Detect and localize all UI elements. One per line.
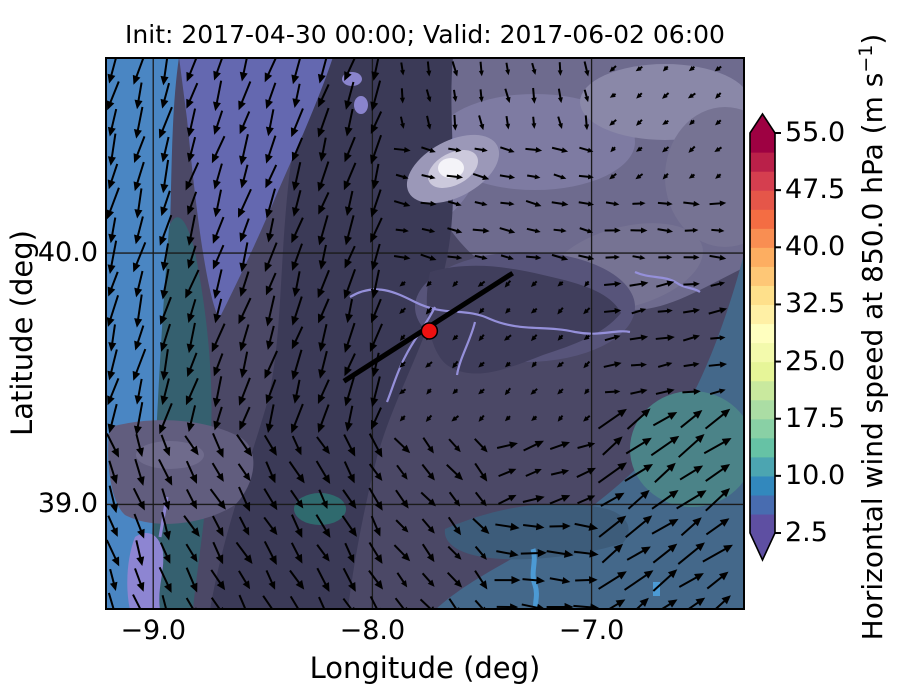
x-tick-label: −8.0 (339, 615, 406, 646)
colorbar-tick-label: 40.0 (785, 231, 846, 263)
x-tick-label: −7.0 (558, 615, 625, 646)
map-plot-area (105, 57, 745, 610)
colorbar-label: Horizontal wind speed at 850.0 hPa (m s−… (855, 34, 889, 641)
wind-quiver-arrows (105, 57, 733, 610)
river-line (455, 321, 477, 376)
colorbar-tick-label: 10.0 (785, 459, 846, 491)
axes-border (105, 57, 745, 610)
contour-river-basin (426, 265, 621, 374)
location-marker-dot (420, 322, 439, 340)
x-tick-label: −9.0 (120, 615, 186, 646)
contour-purple-dot (354, 96, 368, 114)
colorbar-tick-label: 47.5 (785, 174, 846, 206)
lat-lon-grid-lines (105, 57, 745, 610)
terrain-peak-white (438, 158, 464, 178)
reservoir (530, 548, 540, 610)
colorbar-tick-marks (775, 132, 781, 534)
colorbar-tick-label: 2.5 (785, 517, 828, 548)
colorbar-tick-label: 55.0 (785, 117, 846, 148)
river-line (634, 270, 701, 293)
colorbar (749, 112, 781, 562)
river-line (349, 288, 631, 335)
river-line (385, 306, 436, 403)
contour-southeast-steel (435, 250, 745, 610)
y-tick-label: 40.0 (37, 237, 98, 269)
plot-title: Init: 2017-04-30 00:00; Valid: 2017-06-0… (125, 20, 725, 49)
colorbar-segments (750, 133, 775, 534)
y-tick-label: 39.0 (37, 488, 98, 520)
x-axis-label: Longitude (deg) (309, 651, 541, 685)
contour-teal-dark-patch (294, 493, 346, 525)
colorbar-under-arrow (750, 533, 775, 560)
contour-dark-steel (444, 503, 629, 560)
colorbar-tick-label: 17.5 (785, 402, 846, 434)
colorbar-label-text: Horizontal wind speed at 850.0 hPa (m s (856, 72, 890, 641)
colorbar-label-close: ) (856, 33, 890, 45)
colorbar-tick-label: 32.5 (785, 288, 846, 320)
river-estuary-highlight (127, 532, 164, 610)
contour-slate-patch-light (136, 441, 204, 469)
colorbar-over-arrow (750, 114, 775, 133)
colorbar-label-superscript: −1 (854, 44, 877, 73)
colorbar-tick-label: 25.0 (785, 345, 846, 377)
contour-light-patch (665, 107, 745, 247)
